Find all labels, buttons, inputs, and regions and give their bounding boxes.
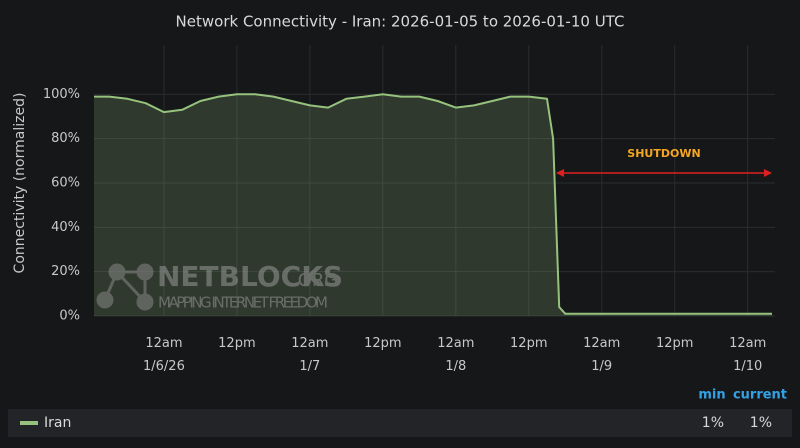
watermark: NETBLOCKS .ORG MAPPING INTERNET FREEDOM: [96, 260, 343, 312]
x-tick-label: 12pm: [364, 336, 402, 351]
x-tick-label: 12am 1/6/26: [143, 336, 185, 374]
logo-dot: [96, 291, 114, 309]
chart-title: Network Connectivity - Iran: 2026-01-05 …: [176, 13, 625, 31]
grid: 0% 20% 40% 60% 80% 100%: [43, 45, 775, 324]
logo-dot: [136, 263, 154, 281]
x-tick-label: 12am 1/8: [437, 336, 475, 374]
annotation-text: SHUTDOWN: [627, 147, 700, 160]
y-tick-label: 100%: [43, 87, 80, 102]
legend-stats: min 1% current 1%: [698, 388, 787, 432]
series-area: [94, 94, 772, 316]
x-tick-label: 12pm: [218, 336, 256, 351]
watermark-tagline: MAPPING INTERNET FREEDOM: [158, 294, 328, 312]
x-tick-label: 12am 1/10: [729, 336, 767, 374]
y-tick-label: 20%: [51, 264, 80, 279]
y-tick-label: 40%: [51, 220, 80, 235]
y-tick-label: 0%: [59, 309, 80, 324]
legend-label[interactable]: Iran: [44, 415, 71, 431]
watermark-logo: [96, 263, 154, 311]
y-tick-label: 60%: [51, 176, 80, 191]
shutdown-annotation: SHUTDOWN: [556, 147, 772, 177]
x-tick-label: 12pm: [655, 336, 694, 351]
x-tick-label: 12am 1/7: [291, 336, 329, 374]
legend-row: [8, 409, 792, 437]
x-tick-label: 12am 1/9: [583, 336, 621, 374]
legend-stat-header: current: [733, 388, 787, 403]
logo-dot: [136, 293, 154, 311]
logo-dot: [108, 263, 126, 281]
legend-stat-value: 1%: [750, 415, 772, 431]
x-tick-label: 12pm: [510, 336, 548, 351]
y-axis-label: Connectivity (normalized): [12, 93, 28, 274]
watermark-suffix: .ORG: [292, 270, 338, 291]
watermark-name: NETBLOCKS: [157, 260, 343, 293]
series-line: [94, 93, 772, 315]
legend-stat-value: 1%: [702, 415, 724, 431]
legend-stat-header: min: [698, 388, 725, 403]
plot: [94, 93, 772, 316]
y-tick-label: 80%: [51, 131, 80, 146]
